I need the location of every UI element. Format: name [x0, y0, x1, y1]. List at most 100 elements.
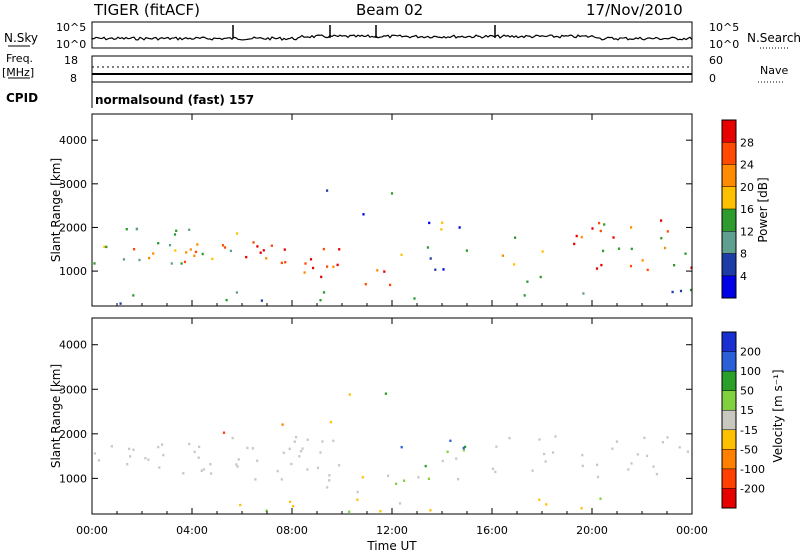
colorbar-swatch [722, 488, 736, 509]
heatmap-cell [276, 469, 279, 473]
heatmap-cell [256, 245, 259, 248]
heatmap-cell [379, 510, 382, 513]
xlabel-time: Time UT [366, 539, 417, 553]
colorbar-swatch [722, 351, 736, 372]
velocity-plot-frame [91, 317, 693, 515]
heatmap-cell [424, 464, 427, 468]
heatmap-cell [281, 423, 284, 426]
heatmap-cell [183, 260, 187, 264]
heatmap-cell [128, 447, 131, 451]
heatmap-cell [591, 227, 594, 230]
nsky-trace [91, 25, 693, 41]
heatmap-cell [554, 435, 557, 438]
velocity-ylabel: Slant Range [km] [49, 364, 63, 468]
colorbar-tick-label: 200 [740, 346, 761, 359]
xtick-label: 04:00 [176, 524, 208, 537]
heatmap-cell [457, 478, 460, 481]
heatmap-cell [615, 440, 619, 443]
colorbar-tick-label: 16 [740, 203, 754, 216]
heatmap-cell [194, 250, 198, 254]
heatmap-cell [660, 237, 663, 240]
heatmap-cell [135, 227, 138, 231]
ytick-label: 3000 [59, 178, 87, 191]
heatmap-cell [458, 226, 461, 229]
heatmap-cell [211, 257, 214, 261]
heatmap-cell [630, 462, 633, 465]
colorbar-swatch [722, 449, 736, 470]
heatmap-cell [284, 261, 287, 264]
heatmap-cell [93, 452, 96, 455]
heatmap-cell [641, 259, 644, 262]
heatmap-cell [322, 247, 325, 251]
heatmap-cell [449, 439, 452, 442]
nsky-label: N.Sky [4, 31, 38, 45]
xtick-label: 16:00 [476, 524, 508, 537]
heatmap-cell [231, 436, 234, 440]
ytick-label: 4000 [59, 339, 87, 352]
colorbar-tick-label: -100 [740, 463, 765, 476]
colorbar-swatch [722, 186, 736, 210]
heatmap-cell [501, 254, 504, 257]
heatmap-cell [663, 246, 667, 250]
beam-title: Beam 02 [356, 1, 423, 19]
heatmap-cell [196, 243, 199, 246]
heatmap-cell [283, 248, 286, 251]
cpid-label: CPID [6, 91, 38, 105]
date-title: 17/Nov/2010 [586, 1, 683, 19]
heatmap-cell [328, 474, 331, 477]
heatmap-cell [198, 445, 201, 449]
heatmap-cell [182, 472, 185, 475]
heatmap-cell [400, 253, 403, 257]
heatmap-cell [689, 288, 693, 292]
heatmap-cell [595, 267, 599, 270]
xtick-label: 00:00 [76, 524, 108, 537]
heatmap-cell [193, 450, 196, 454]
heatmap-cell [122, 258, 125, 261]
colorbar-swatch [722, 164, 736, 188]
heatmap-cell [617, 247, 621, 250]
heatmap-cell [464, 445, 467, 449]
heatmap-cell [491, 467, 494, 471]
power-colorbar: 28 24 20 16 12 8 4 [721, 119, 754, 299]
heatmap-cell [429, 257, 432, 260]
heatmap-cell [440, 228, 443, 231]
heatmap-cell [209, 463, 212, 466]
heatmap-cell [292, 505, 295, 508]
heatmap-cell [598, 221, 601, 225]
heatmap-cell [188, 228, 191, 231]
heatmap-cell [201, 252, 204, 256]
colorbar-swatch [722, 142, 736, 165]
heatmap-cell [428, 221, 431, 225]
heatmap-cell [138, 258, 141, 262]
heatmap-cell [332, 439, 335, 443]
colorbar-tick-label: 50 [740, 385, 754, 398]
heatmap-cell [627, 468, 630, 471]
heatmap-cell [426, 246, 429, 249]
heatmap-cell [581, 453, 584, 457]
nave-tick-low: 0 [709, 72, 716, 85]
velocity-colorbar-label: Velocity [m s⁻¹] [771, 369, 785, 462]
heatmap-cell [686, 450, 689, 453]
heatmap-cell [643, 436, 646, 440]
xtick-label: 20:00 [576, 524, 608, 537]
heatmap-cell [299, 450, 303, 453]
heatmap-cell [152, 252, 155, 255]
ytick-label: 3000 [59, 383, 87, 396]
heatmap-cell [235, 291, 238, 294]
heatmap-cell [270, 244, 273, 247]
heatmap-cell [223, 246, 227, 249]
heatmap-cell [336, 263, 339, 267]
heatmap-cell [387, 474, 390, 477]
heatmap-cell [326, 486, 329, 489]
heatmap-cell [229, 249, 232, 253]
heatmap-cell [581, 464, 584, 468]
power-colorbar-label: Power [dB] [756, 177, 770, 242]
heatmap-cell [462, 449, 465, 452]
heatmap-cell [545, 503, 548, 506]
heatmap-cell [173, 233, 177, 236]
heatmap-cell [655, 472, 658, 476]
heatmap-cell [251, 447, 254, 450]
heatmap-cell [611, 447, 614, 450]
heatmap-cell [180, 262, 183, 265]
